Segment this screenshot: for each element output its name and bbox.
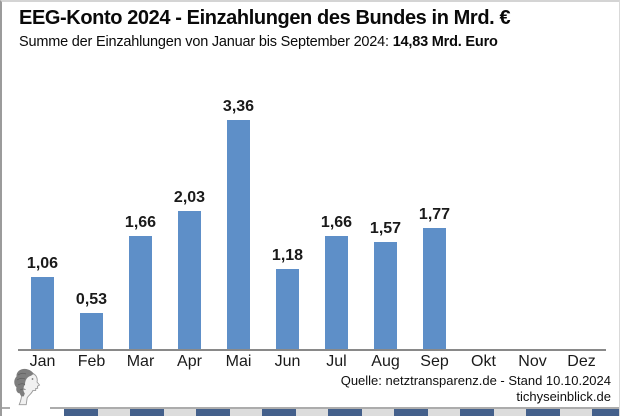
chart-subtitle-text: Summe der Einzahlungen von Januar bis Se… [19,34,393,50]
x-tick-jul: Jul [326,353,347,370]
x-tick-jun: Jun [274,353,301,370]
bar-slot-aug: 1,57 [361,97,410,349]
bar-aug [374,242,397,349]
chart-subtitle: Summe der Einzahlungen von Januar bis Se… [19,34,498,50]
x-axis-labels: Jan Feb Mar Apr Mai Jun Jul Aug Sep Okt Nov Dez [18,353,606,373]
bar-value-label-jun: 1,18 [271,247,304,264]
bar-value-label-apr: 2,03 [173,189,206,206]
bar-slot-mar: 1,66 [116,97,165,349]
bar-value-label-sep: 1,77 [418,206,451,223]
bar-slot-nov [508,97,557,349]
bar-value-label-jan: 1,06 [26,255,59,272]
classical-head-engraving-logo [10,368,50,410]
bar-slot-dez [557,97,606,349]
bar-slot-mai: 3,36 [214,97,263,349]
plot-area: 1,06 0,53 1,66 2,03 3,36 1,18 1,66 1,57 1,77 [18,97,606,351]
bar-jul [325,236,348,349]
bar-slot-jun: 1,18 [263,97,312,349]
chart-title: EEG-Konto 2024 - Einzahlungen des Bundes… [19,7,511,29]
bar-jan [31,277,54,349]
site-line: tichyseinblick.de [516,389,611,404]
bar-value-label-mai: 3,36 [222,98,255,115]
bar-slot-feb: 0,53 [67,97,116,349]
x-tick-nov: Nov [518,353,547,370]
x-tick-apr: Apr [177,353,202,370]
bar-slot-sep: 1,77 [410,97,459,349]
bar-slot-okt [459,97,508,349]
bar-value-label-aug: 1,57 [369,220,402,237]
bar-slot-apr: 2,03 [165,97,214,349]
bar-mai [227,120,250,349]
bar-slot-jul: 1,66 [312,97,361,349]
x-tick-mar: Mar [126,353,155,370]
bar-jun [276,269,299,349]
chart-subtitle-sum: 14,83 Mrd. Euro [392,34,498,50]
source-attribution: Quelle: netztransparenz.de - Stand 10.10… [341,373,611,405]
source-line: Quelle: netztransparenz.de - Stand 10.10… [340,373,611,388]
bar-value-label-mar: 1,66 [124,214,157,231]
bar-feb [80,313,103,349]
x-tick-mai: Mai [225,353,252,370]
x-tick-jan: Jan [29,353,56,370]
logo-svg [14,368,41,406]
bottom-strip-mask [2,409,64,416]
bar-slot-jan: 1,06 [18,97,67,349]
x-tick-feb: Feb [77,353,106,370]
x-tick-dez: Dez [567,353,596,370]
x-tick-sep: Sep [420,353,449,370]
bar-sep [423,228,446,349]
x-tick-okt: Okt [471,353,496,370]
bar-apr [178,211,201,349]
bar-mar [129,236,152,349]
bar-value-label-feb: 0,53 [75,291,108,308]
bottom-banner-strip [64,409,619,416]
x-tick-aug: Aug [371,353,400,370]
bar-value-label-jul: 1,66 [320,214,353,231]
bottom-divider-line [2,407,619,409]
